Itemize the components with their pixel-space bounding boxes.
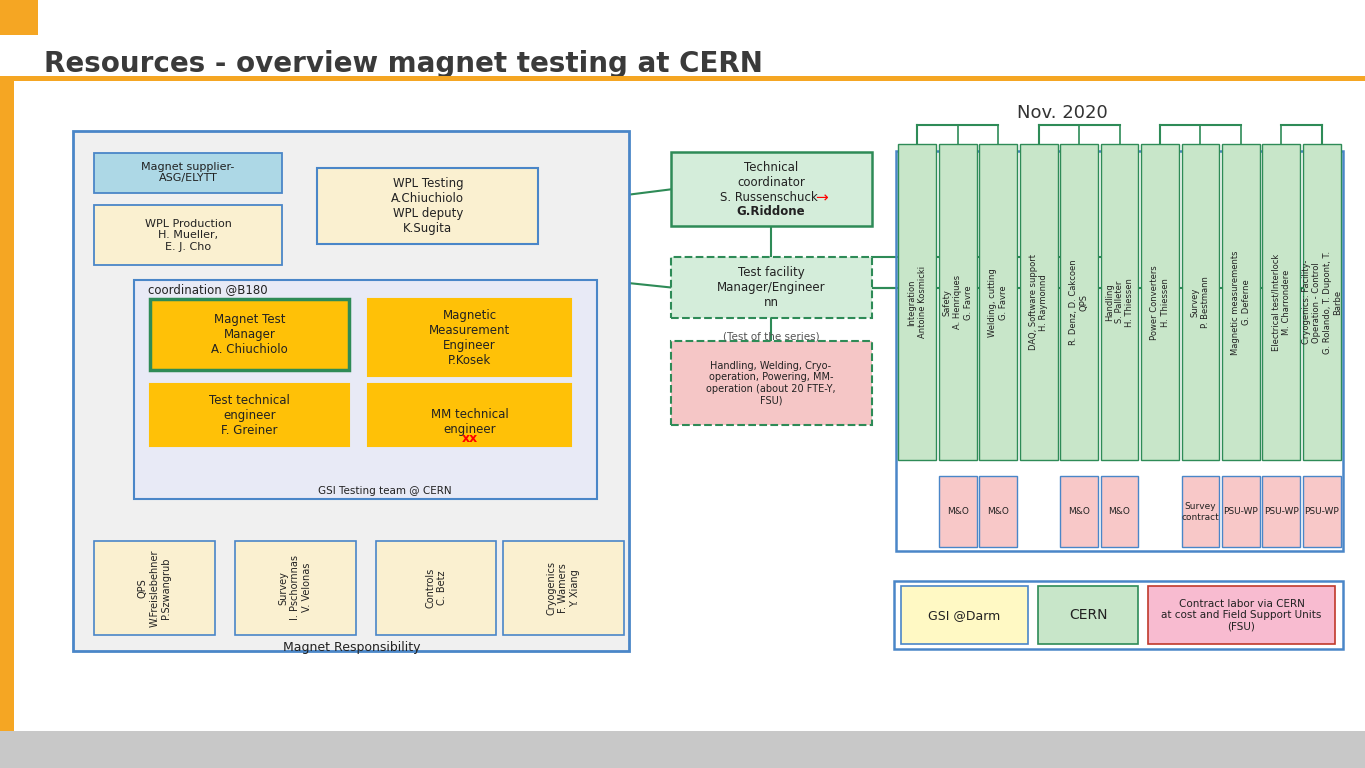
Text: M&O: M&O [1069, 508, 1091, 516]
FancyBboxPatch shape [72, 131, 629, 650]
Text: GSI Testing team @ CERN: GSI Testing team @ CERN [318, 486, 452, 496]
FancyBboxPatch shape [1182, 144, 1219, 460]
Text: G.Riddone: G.Riddone [737, 206, 805, 218]
Text: Test technical
engineer
F. Greiner: Test technical engineer F. Greiner [209, 394, 289, 437]
Text: →: → [816, 190, 829, 206]
FancyBboxPatch shape [94, 153, 281, 193]
Text: coordination @B180: coordination @B180 [147, 283, 268, 296]
FancyBboxPatch shape [939, 476, 976, 548]
FancyBboxPatch shape [235, 541, 355, 634]
Text: M&O: M&O [987, 508, 1009, 516]
Text: Technical
coordinator
S. Russenschuck: Technical coordinator S. Russenschuck [721, 161, 822, 204]
FancyBboxPatch shape [1304, 476, 1340, 548]
FancyBboxPatch shape [670, 257, 872, 319]
Text: Magnetic
Measurement
Engineer
P.Kosek: Magnetic Measurement Engineer P.Kosek [429, 309, 511, 367]
Text: Cryogenics: Facility-
Operation - Control
G. Rolando, T. Dupont, T.
Barbe: Cryogenics: Facility- Operation - Contro… [1302, 250, 1342, 354]
Text: Survey
P. Bestmann: Survey P. Bestmann [1190, 276, 1211, 328]
Text: Test facility
Manager/Engineer
nn: Test facility Manager/Engineer nn [717, 266, 826, 310]
FancyBboxPatch shape [898, 144, 936, 460]
FancyBboxPatch shape [1100, 144, 1138, 460]
Text: M&O: M&O [1108, 508, 1130, 516]
FancyBboxPatch shape [979, 476, 1017, 548]
Text: Power Converters
H. Thiessen: Power Converters H. Thiessen [1151, 265, 1170, 339]
FancyBboxPatch shape [94, 205, 281, 265]
FancyBboxPatch shape [94, 541, 214, 634]
Text: PSU-WP: PSU-WP [1223, 508, 1259, 516]
FancyBboxPatch shape [150, 384, 349, 445]
FancyBboxPatch shape [1061, 476, 1097, 548]
Text: Antonella Chiuchiolo / Super – FRS magnets testing: summary of activities in 202: Antonella Chiuchiolo / Super – FRS magne… [44, 743, 531, 756]
Text: Survey
I. Pschornnas
V. Velonas: Survey I. Pschornnas V. Velonas [278, 555, 311, 621]
Text: M&O: M&O [947, 508, 969, 516]
Text: Magnet Responsibility: Magnet Responsibility [283, 641, 420, 654]
Text: MM technical
engineer: MM technical engineer [430, 408, 508, 435]
FancyBboxPatch shape [1020, 144, 1058, 460]
Text: Magnet supplier-
ASG/ELYTT: Magnet supplier- ASG/ELYTT [141, 162, 235, 184]
Text: PSU-WP: PSU-WP [1264, 508, 1298, 516]
Text: Controls
C. Betz: Controls C. Betz [425, 568, 446, 608]
FancyBboxPatch shape [317, 168, 538, 244]
FancyBboxPatch shape [670, 152, 872, 226]
FancyBboxPatch shape [894, 581, 1343, 650]
FancyBboxPatch shape [367, 299, 572, 376]
FancyBboxPatch shape [1061, 144, 1097, 460]
Text: Cryogenics
F. Wamers
Y. Xiang: Cryogenics F. Wamers Y. Xiang [546, 561, 580, 614]
FancyBboxPatch shape [939, 144, 976, 460]
Text: GSI @Darm: GSI @Darm [928, 609, 1001, 621]
Text: WPL Testing
A.Chiuchiolo
WPL deputy
K.Sugita: WPL Testing A.Chiuchiolo WPL deputy K.Su… [392, 177, 464, 235]
Text: CERN: CERN [1069, 608, 1108, 622]
Text: WPL Production
H. Mueller,
E. J. Cho: WPL Production H. Mueller, E. J. Cho [145, 219, 232, 252]
Text: QPS
W.Freislebehner
P.Szwangrub: QPS W.Freislebehner P.Szwangrub [138, 549, 171, 627]
FancyBboxPatch shape [1141, 144, 1179, 460]
FancyBboxPatch shape [1222, 144, 1260, 460]
Text: Handling
S. Palleter
H. Thiessen: Handling S. Palleter H. Thiessen [1104, 278, 1134, 326]
Text: Integration
Antoine Kosmicki: Integration Antoine Kosmicki [908, 266, 927, 339]
FancyBboxPatch shape [134, 280, 597, 499]
Text: Safety
A. Henriques
G. Favre: Safety A. Henriques G. Favre [943, 275, 973, 329]
Text: 10: 10 [1304, 743, 1321, 756]
FancyBboxPatch shape [1100, 476, 1138, 548]
FancyBboxPatch shape [670, 341, 872, 425]
Text: xx: xx [461, 432, 478, 445]
FancyBboxPatch shape [1222, 476, 1260, 548]
FancyBboxPatch shape [1182, 476, 1219, 548]
Text: Nov. 2020: Nov. 2020 [1017, 104, 1107, 121]
FancyBboxPatch shape [1263, 476, 1301, 548]
Text: R. Denz, D. Cakcoen
QPS: R. Denz, D. Cakcoen QPS [1069, 260, 1089, 345]
Text: Survey
contract: Survey contract [1182, 502, 1219, 521]
FancyBboxPatch shape [502, 541, 624, 634]
FancyBboxPatch shape [150, 299, 349, 370]
Text: Magnet Test
Manager
A. Chiuchiolo: Magnet Test Manager A. Chiuchiolo [212, 313, 288, 356]
FancyBboxPatch shape [1037, 586, 1138, 644]
FancyBboxPatch shape [1148, 586, 1335, 644]
FancyBboxPatch shape [901, 586, 1028, 644]
FancyBboxPatch shape [979, 144, 1017, 460]
Text: Electrical test/Interlock
M. Charrondere: Electrical test/Interlock M. Charrondere [1272, 253, 1291, 351]
Text: Handling, Welding, Cryo-
operation, Powering, MM-
operation (about 20 FTE-Y,
FSU: Handling, Welding, Cryo- operation, Powe… [706, 360, 835, 406]
FancyBboxPatch shape [1263, 144, 1301, 460]
Text: (Test of the series): (Test of the series) [722, 332, 819, 342]
Text: PSU-WP: PSU-WP [1305, 508, 1339, 516]
Text: Resources - overview magnet testing at CERN: Resources - overview magnet testing at C… [44, 50, 763, 78]
Text: Welding, cutting
G. Favre: Welding, cutting G. Favre [988, 268, 1007, 336]
FancyBboxPatch shape [367, 384, 572, 445]
Text: Magnetic measurements
G. Deferne: Magnetic measurements G. Deferne [1231, 250, 1250, 355]
FancyBboxPatch shape [1304, 144, 1340, 460]
Text: Contract labor via CERN
at cost and Field Support Units
(FSU): Contract labor via CERN at cost and Fiel… [1162, 598, 1321, 632]
FancyBboxPatch shape [375, 541, 497, 634]
Text: DAQ, Software support
H. Raymonnd: DAQ, Software support H. Raymonnd [1029, 254, 1048, 350]
